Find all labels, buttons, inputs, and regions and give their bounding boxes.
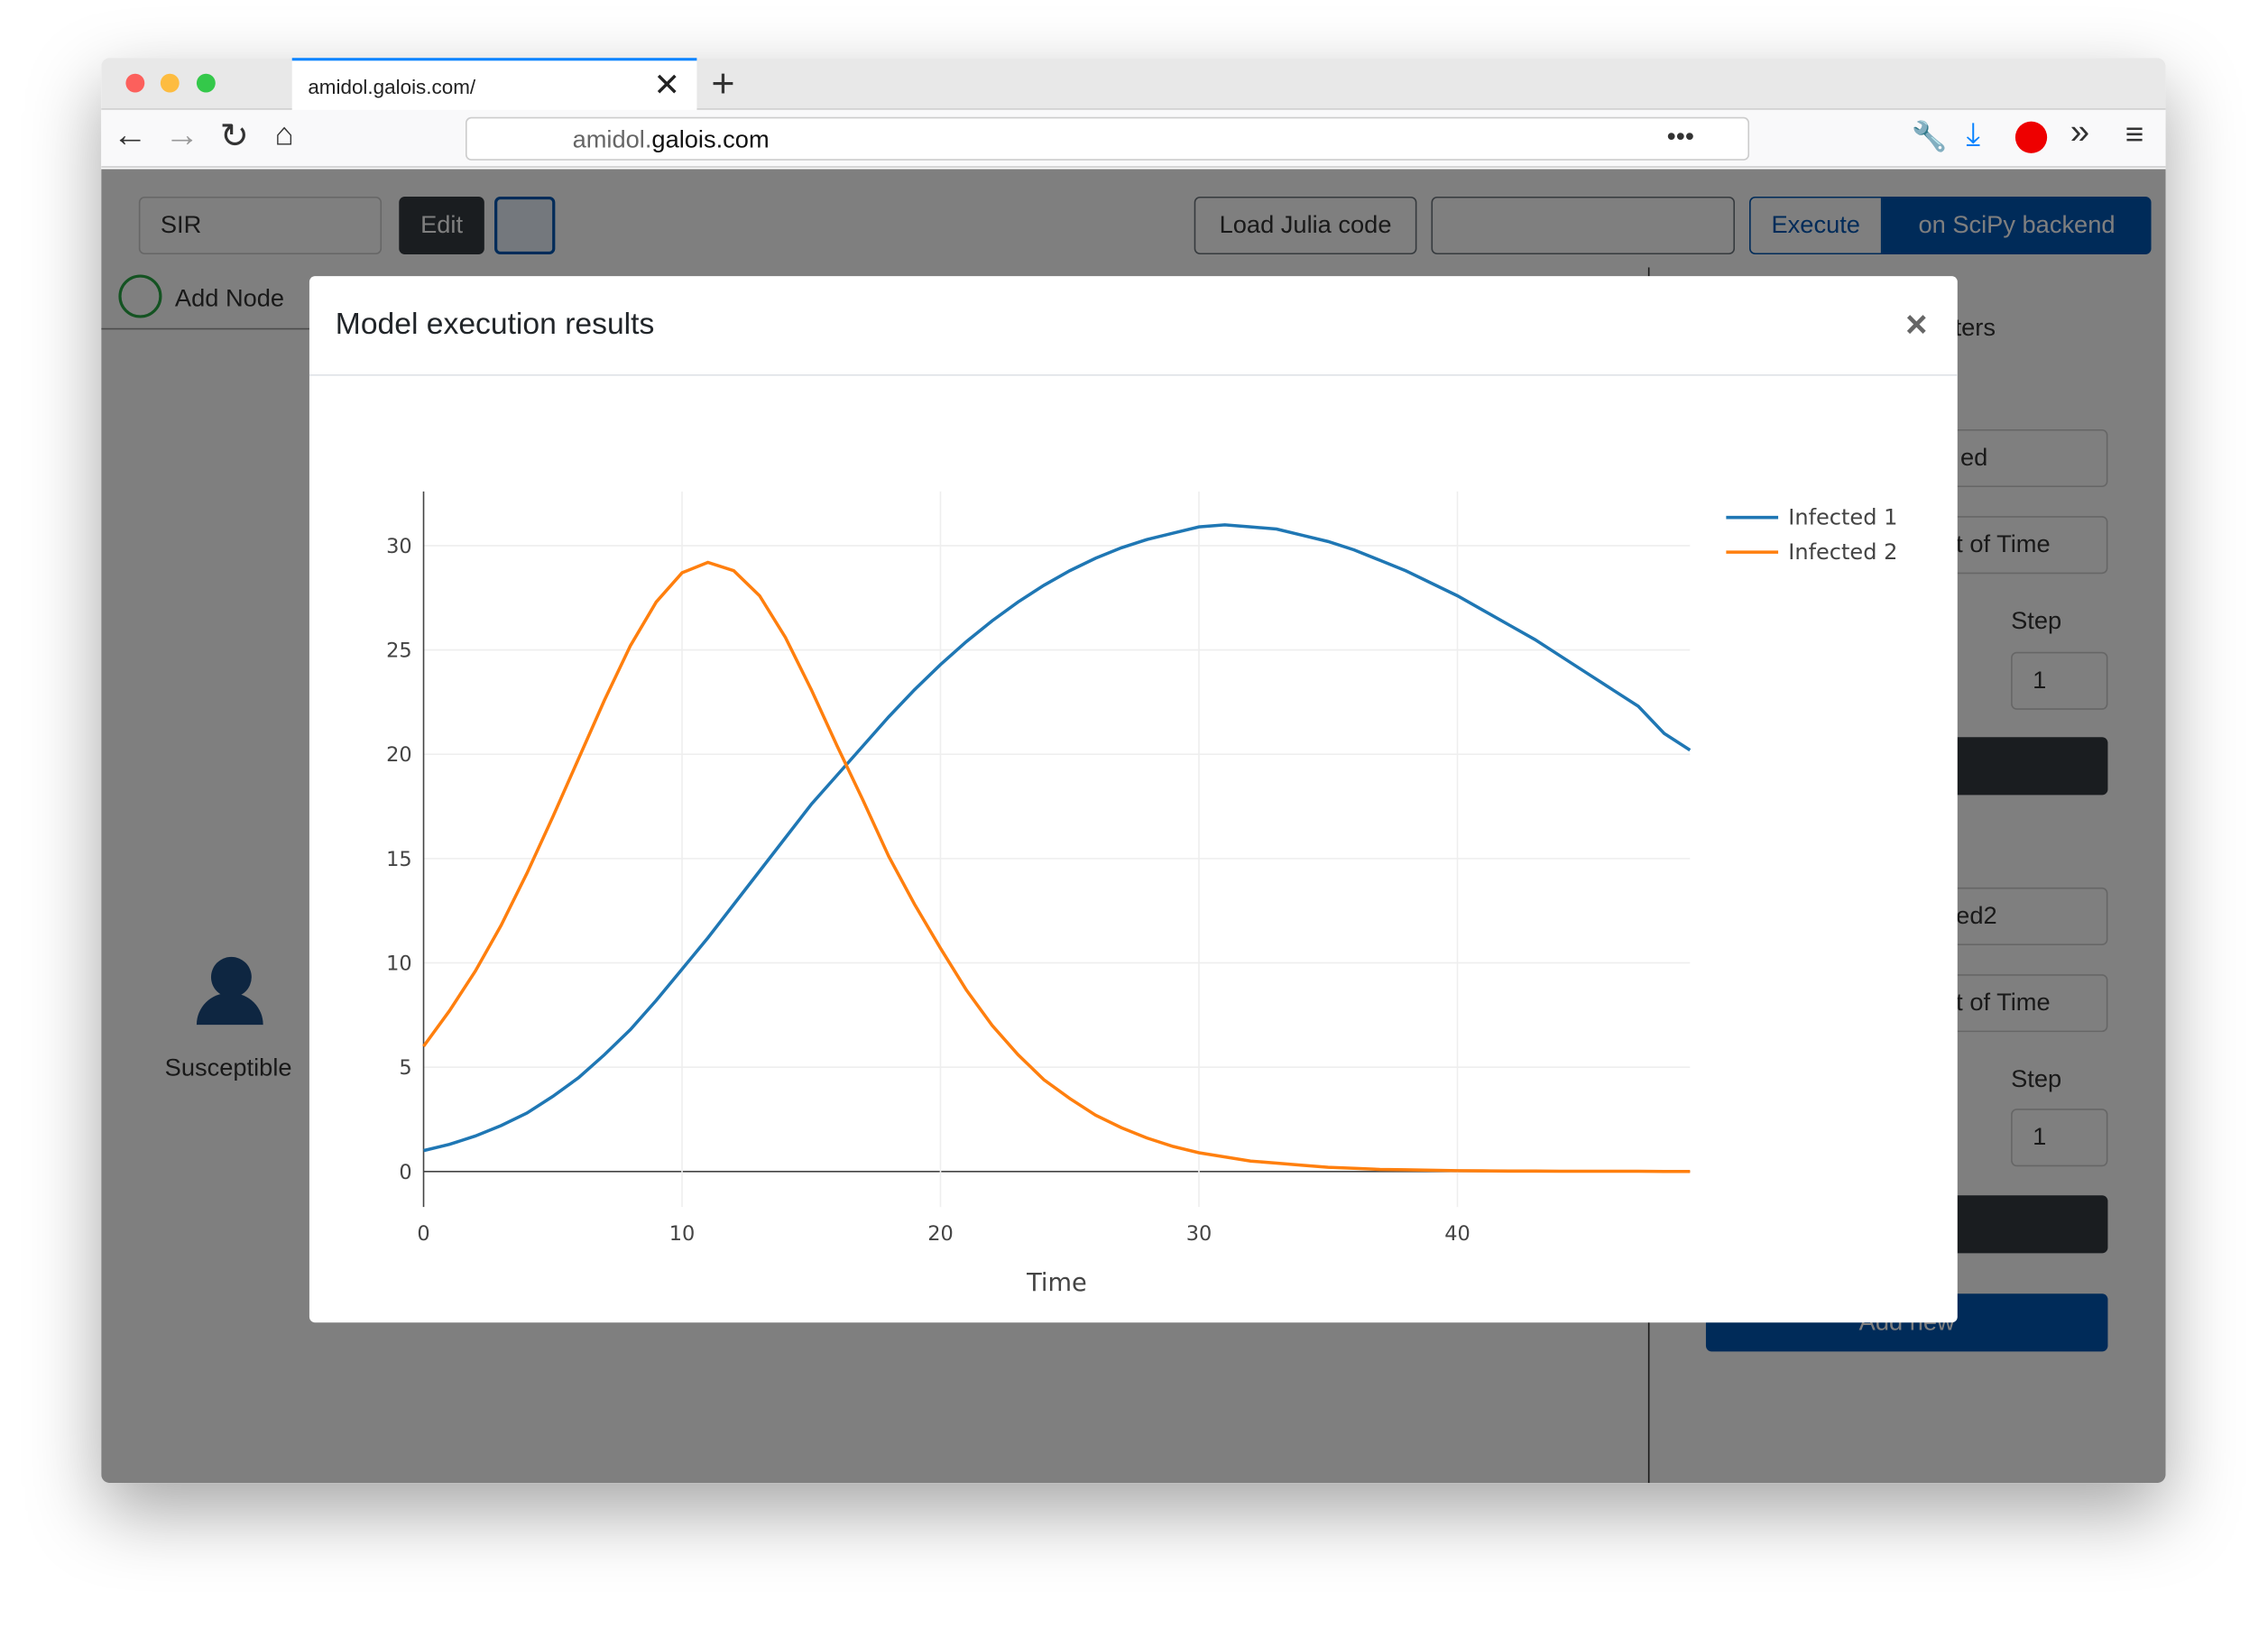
- y-tick-label: 30: [386, 535, 412, 558]
- url-domain: galois.com: [651, 125, 770, 153]
- modal-divider: [309, 374, 1958, 376]
- x-tick-label: 20: [927, 1222, 954, 1246]
- y-tick-label: 0: [399, 1161, 411, 1184]
- tab-title: amidol.galois.com/: [308, 75, 476, 98]
- x-tick-label: 40: [1444, 1222, 1471, 1246]
- back[interactable]: ←: [112, 115, 148, 155]
- x-tick-label: 0: [417, 1222, 429, 1246]
- x-axis-title: Time: [1026, 1269, 1087, 1297]
- url-prefix: amidol.: [572, 125, 652, 153]
- chart: 0 5 10 15 20 25 30 0 10 20 30 40 Time Infected 1 Infec…: [386, 491, 1897, 1297]
- tab-close[interactable]: ✕: [653, 66, 680, 103]
- url: amidol.galois.com: [573, 125, 770, 154]
- nav-bar: ← → ↻ ⌂ amidol.galois.com ••• 🔧 ⤓ » ≡: [101, 109, 2166, 168]
- page-actions[interactable]: •••: [1666, 121, 1694, 151]
- modal-title: Model execution results: [335, 308, 655, 342]
- series-line: [422, 560, 1691, 1173]
- url-bar[interactable]: amidol.galois.com •••: [466, 116, 1750, 161]
- y-tick-label: 15: [386, 848, 412, 871]
- home[interactable]: ⌂: [274, 115, 294, 152]
- tools[interactable]: 🔧: [1911, 121, 1948, 153]
- modal: Model execution results × 0 5 10 15 20 25 30 0 1…: [309, 276, 1958, 1323]
- reload[interactable]: ↻: [219, 116, 249, 157]
- y-tick-label: 20: [386, 743, 412, 767]
- y-tick-label: 5: [399, 1056, 411, 1080]
- y-tick-label: 25: [386, 640, 412, 663]
- zoom-dot[interactable]: [196, 73, 216, 93]
- y-tick-label: 10: [386, 953, 412, 976]
- minimize-dot[interactable]: [160, 73, 180, 93]
- close-dot[interactable]: [125, 73, 145, 93]
- modal-close[interactable]: ×: [1905, 301, 1928, 345]
- tab[interactable]: amidol.galois.com/ ✕: [291, 58, 697, 112]
- forward[interactable]: →: [164, 115, 200, 155]
- overflow[interactable]: »: [2070, 112, 2090, 152]
- legend-label: Infected 1: [1788, 505, 1897, 530]
- tab-bar: amidol.galois.com/ ✕ +: [101, 58, 2166, 112]
- menu[interactable]: ≡: [2125, 115, 2144, 152]
- legend-label: Infected 2: [1788, 539, 1897, 565]
- downloads[interactable]: ⤓: [1966, 115, 1980, 152]
- series-line: [423, 523, 1692, 1153]
- new-tab[interactable]: +: [711, 60, 735, 106]
- blocker[interactable]: [2014, 121, 2048, 153]
- x-tick-label: 10: [669, 1222, 696, 1246]
- x-tick-label: 30: [1186, 1222, 1212, 1246]
